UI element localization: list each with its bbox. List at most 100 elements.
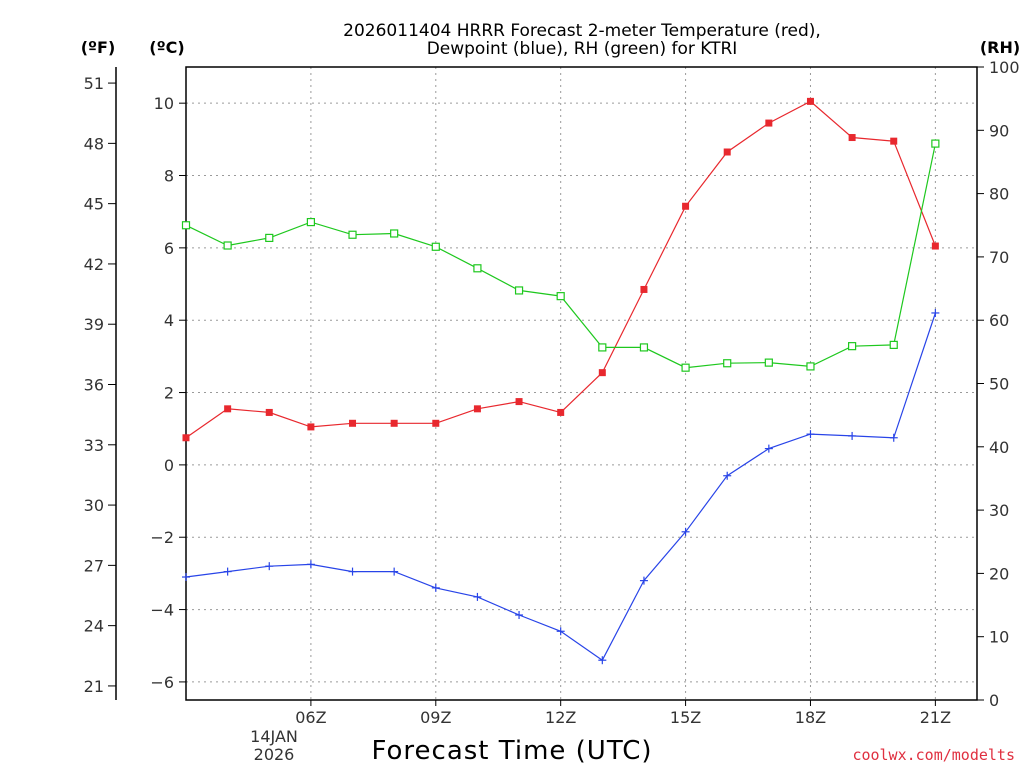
dewpoint-point <box>223 567 232 576</box>
dewpoint-point <box>473 592 482 601</box>
x-tick-label: 18Z <box>795 708 826 727</box>
rh-point <box>431 242 440 251</box>
fahrenheit-tick-label: 36 <box>84 376 104 395</box>
dewpoint-point <box>598 656 607 665</box>
fahrenheit-tick-label: 48 <box>84 134 104 153</box>
rh-point <box>223 241 232 250</box>
rh-tick-label: 60 <box>989 311 1009 330</box>
rh-point <box>806 362 815 371</box>
x-tick-label: 15Z <box>670 708 701 727</box>
temperature-point <box>515 398 523 406</box>
series-rh <box>181 139 940 372</box>
celsius-tick-label: 10 <box>154 94 174 113</box>
rh-point <box>473 264 482 273</box>
fahrenheit-unit-label: (ºF) <box>81 38 116 57</box>
temperature-point <box>390 419 398 427</box>
celsius-tick-label: −2 <box>150 528 174 547</box>
temperature-point <box>806 97 814 105</box>
x-tick-label: 12Z <box>545 708 576 727</box>
fahrenheit-tick-label: 24 <box>84 617 104 636</box>
temperature-point <box>557 408 565 416</box>
celsius-tick-label: 2 <box>164 384 174 403</box>
dewpoint-point <box>390 567 399 576</box>
rh-point <box>348 230 357 239</box>
celsius-tick-label: 6 <box>164 239 174 258</box>
celsius-tick-label: 4 <box>164 311 174 330</box>
celsius-tick-label: −4 <box>150 601 174 620</box>
fahrenheit-tick-label: 42 <box>84 255 104 274</box>
rh-point <box>306 217 315 227</box>
rh-unit-label: (RH) <box>980 38 1020 57</box>
temperature-point <box>640 285 648 293</box>
dewpoint-point <box>265 562 274 571</box>
celsius-unit-label: (ºC) <box>149 38 184 57</box>
temperature-point <box>182 434 190 442</box>
temperature-point <box>265 408 273 416</box>
temperature-point <box>682 202 690 210</box>
fahrenheit-tick-label: 27 <box>84 556 104 575</box>
rh-tick-label: 70 <box>989 248 1009 267</box>
dewpoint-point <box>723 471 732 480</box>
rh-point <box>514 286 524 295</box>
date-label-month: 14JAN <box>250 727 298 746</box>
fahrenheit-tick-label: 51 <box>84 74 104 93</box>
axes: 1086420−2−4−6514845423936333027242110090… <box>84 58 1020 727</box>
rh-line <box>185 143 936 369</box>
rh-point <box>681 363 690 372</box>
celsius-tick-label: 0 <box>164 456 174 475</box>
x-tick-label: 21Z <box>920 708 951 727</box>
dewpoint-point <box>806 430 815 439</box>
dewpoint-point <box>515 610 524 619</box>
fahrenheit-tick-label: 21 <box>84 677 104 696</box>
temperature-point <box>307 423 315 431</box>
fahrenheit-tick-label: 45 <box>84 195 104 214</box>
temperature-point <box>848 134 856 142</box>
rh-point <box>764 358 773 367</box>
grid-lines <box>186 67 977 700</box>
rh-tick-label: 30 <box>989 501 1009 520</box>
rh-tick-label: 100 <box>989 58 1020 77</box>
rh-point <box>931 139 940 148</box>
rh-point <box>848 342 857 351</box>
dewpoint-point <box>889 433 898 442</box>
plot-frame <box>185 66 978 701</box>
dewpoint-point <box>931 308 940 317</box>
temperature-point <box>723 148 731 156</box>
credit-label: coolwx.com/modelts <box>852 746 1015 764</box>
dewpoint-point <box>848 431 857 440</box>
rh-point <box>556 292 565 301</box>
temperature-point <box>349 419 357 427</box>
x-axis-title: Forecast Time (UTC) <box>371 736 652 766</box>
series-dewpoint <box>182 308 940 665</box>
temperature-point <box>890 137 898 145</box>
dewpoint-point <box>681 527 690 536</box>
temperature-point <box>432 419 440 427</box>
rh-tick-label: 50 <box>989 375 1009 394</box>
dewpoint-point <box>764 444 773 453</box>
temperature-point <box>598 369 606 377</box>
series-layer <box>181 97 940 665</box>
fahrenheit-tick-label: 30 <box>84 496 104 515</box>
chart-title-line2: Dewpoint (blue), RH (green) for KTRI <box>427 39 738 59</box>
x-tick-label: 06Z <box>295 708 326 727</box>
rh-point <box>181 221 191 230</box>
dewpoint-point <box>556 627 565 636</box>
rh-tick-label: 0 <box>989 691 999 710</box>
x-tick-label: 09Z <box>420 708 451 727</box>
rh-point <box>598 343 607 352</box>
temperature-point <box>224 405 232 413</box>
rh-tick-label: 10 <box>989 628 1009 647</box>
rh-tick-label: 20 <box>989 564 1009 583</box>
celsius-tick-label: 8 <box>164 167 174 186</box>
rh-point <box>723 359 732 368</box>
rh-point <box>639 343 649 352</box>
rh-point <box>265 233 274 243</box>
rh-tick-label: 90 <box>989 121 1009 140</box>
chart-title-line1: 2026011404 HRRR Forecast 2-meter Tempera… <box>343 21 821 41</box>
fahrenheit-tick-label: 33 <box>84 436 104 455</box>
rh-point <box>889 340 898 349</box>
dewpoint-point <box>348 567 357 576</box>
temperature-point <box>931 242 939 250</box>
series-temperature <box>182 97 939 442</box>
